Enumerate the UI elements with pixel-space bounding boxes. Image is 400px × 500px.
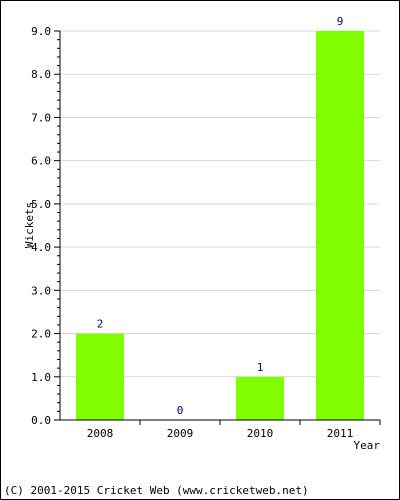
y-tick-label: 8.0 — [31, 68, 51, 81]
copyright-footer: (C) 2001-2015 Cricket Web (www.cricketwe… — [4, 484, 309, 497]
y-tick-labels: 0.0 1.0 2.0 3.0 4.0 5.0 6.0 7.0 8.0 9.0 — [31, 25, 51, 427]
y-tick-label: 4.0 — [31, 241, 51, 254]
y-tick-label: 0.0 — [31, 414, 51, 427]
y-tick-label: 6.0 — [31, 155, 51, 168]
x-tick-label: 2011 — [327, 427, 354, 440]
y-tick-label: 5.0 — [31, 198, 51, 211]
data-label: 2 — [97, 318, 104, 331]
y-tick-label: 1.0 — [31, 371, 51, 384]
bar — [76, 333, 124, 420]
y-tick-label: 9.0 — [31, 25, 51, 38]
x-axis-title: Year — [354, 439, 381, 452]
data-label: 9 — [337, 15, 344, 28]
x-tick-labels: 2008 2009 2010 2011 — [87, 427, 354, 440]
axes — [54, 30, 381, 425]
x-tick-label: 2008 — [87, 427, 114, 440]
y-axis-title: Wickets — [23, 202, 36, 248]
y-tick-label: 3.0 — [31, 284, 51, 297]
data-label: 1 — [257, 361, 264, 374]
y-tick-label: 7.0 — [31, 111, 51, 124]
x-tick-label: 2010 — [247, 427, 274, 440]
bar — [316, 31, 364, 420]
bar — [236, 376, 284, 420]
bars — [76, 31, 364, 420]
data-label: 0 — [177, 404, 184, 417]
y-tick-label: 2.0 — [31, 328, 51, 341]
x-tick-label: 2009 — [167, 427, 194, 440]
